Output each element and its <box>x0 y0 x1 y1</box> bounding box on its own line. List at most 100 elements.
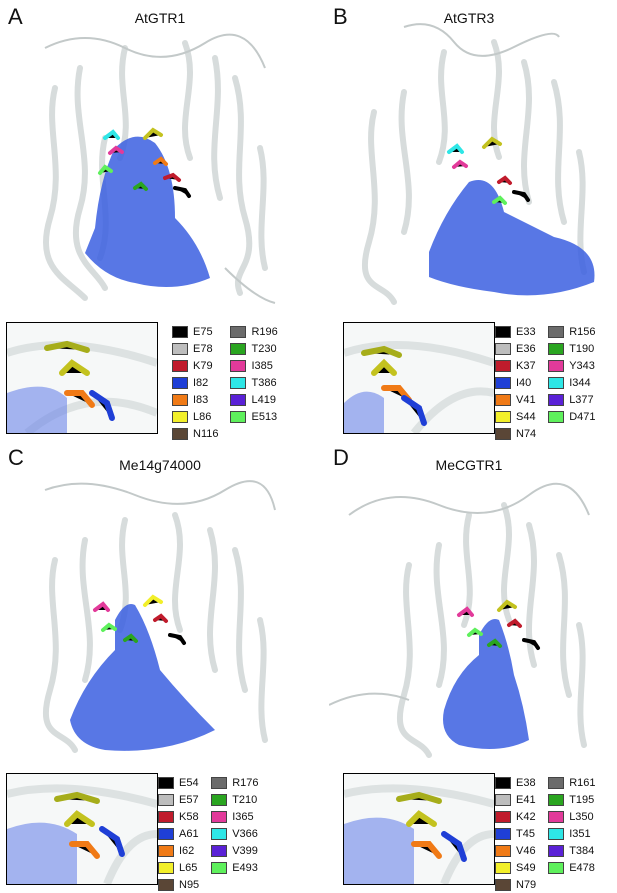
swatch-1-1 <box>548 326 565 338</box>
swatch-2-4 <box>158 811 174 823</box>
legend-label: V41 <box>516 394 536 406</box>
swatch-0-4 <box>172 360 188 372</box>
legend-item: E41 <box>495 792 536 808</box>
swatch-1-2 <box>495 343 511 355</box>
swatch-3-4 <box>495 811 511 823</box>
swatch-1-3 <box>548 343 565 355</box>
legend-item: T384 <box>548 843 595 859</box>
legend-label: R161 <box>569 777 596 789</box>
legend-label: R156 <box>569 326 596 338</box>
legend-item: T230 <box>230 341 277 357</box>
swatch-1-10 <box>495 411 511 423</box>
panel-letter: D <box>333 445 349 470</box>
swatch-3-3 <box>548 794 565 806</box>
swatch-1-7 <box>548 377 565 389</box>
swatch-2-11 <box>211 862 228 874</box>
swatch-0-10 <box>172 411 188 423</box>
legend-item: R176 <box>211 775 258 791</box>
legend-label: N74 <box>516 428 537 440</box>
swatch-0-7 <box>230 377 247 389</box>
legend-item: S49 <box>495 860 536 876</box>
residue-legend: E38 R161 E41 T195 K42 L350 T45 I351 V46 … <box>495 775 595 893</box>
legend-label: L419 <box>251 394 276 406</box>
legend-item: N95 <box>158 877 199 893</box>
legend-item: I40 <box>495 375 536 391</box>
swatch-2-9 <box>211 845 228 857</box>
protein-structure-image <box>329 482 590 758</box>
swatch-3-11 <box>548 862 565 874</box>
legend-item: T45 <box>495 826 536 842</box>
swatch-2-0 <box>158 777 174 789</box>
legend-label: I62 <box>179 845 195 857</box>
legend-item: S44 <box>495 409 536 425</box>
legend-label: L65 <box>179 862 198 874</box>
swatch-1-4 <box>495 360 511 372</box>
swatch-2-2 <box>158 794 174 806</box>
legend-label: T210 <box>232 794 258 806</box>
swatch-0-3 <box>230 343 247 355</box>
legend-item: I62 <box>158 843 199 859</box>
panel-title: MeCGTR1 <box>435 457 503 473</box>
legend-label: V399 <box>232 845 258 857</box>
binding-site-inset <box>6 322 158 434</box>
binding-site-inset <box>343 322 495 434</box>
legend-label: T386 <box>251 377 277 389</box>
legend-label: E36 <box>516 343 536 355</box>
swatch-1-8 <box>495 394 511 406</box>
legend-label: T190 <box>569 343 595 355</box>
legend-item: T210 <box>211 792 258 808</box>
legend-label: K58 <box>179 811 199 823</box>
legend-label: N79 <box>516 879 537 891</box>
legend-item: T386 <box>230 375 277 391</box>
legend-item: N74 <box>495 426 536 442</box>
legend-item: V41 <box>495 392 536 408</box>
legend-item: V366 <box>211 826 258 842</box>
legend-label: K42 <box>516 811 536 823</box>
legend-item: E33 <box>495 324 536 340</box>
residue-legend: E54 R176 E57 T210 K58 I365 A61 V366 I62 … <box>158 775 258 893</box>
legend-label: S49 <box>516 862 536 874</box>
legend-item: K79 <box>172 358 218 374</box>
legend-label: K79 <box>193 360 213 372</box>
legend-item: I82 <box>172 375 218 391</box>
panel-letter: C <box>8 445 24 470</box>
swatch-2-5 <box>211 811 228 823</box>
swatch-2-12 <box>158 879 174 891</box>
panel-a: A AtGTR1 <box>0 0 308 445</box>
legend-label: E33 <box>516 326 536 338</box>
protein-structure-image <box>361 23 595 305</box>
residue-legend: E75 R196 E78 T230 K79 I385 I82 T386 I83 … <box>172 324 278 442</box>
swatch-3-1 <box>548 777 565 789</box>
legend-item: E513 <box>230 409 277 425</box>
swatch-0-5 <box>230 360 247 372</box>
legend-item: L419 <box>230 392 277 408</box>
legend-item: E38 <box>495 775 536 791</box>
legend-label: I82 <box>193 377 209 389</box>
legend-item: R161 <box>548 775 595 791</box>
swatch-1-5 <box>548 360 565 372</box>
legend-label: E41 <box>516 794 536 806</box>
swatch-0-12 <box>172 428 188 440</box>
legend-label: E78 <box>193 343 213 355</box>
legend-item: E36 <box>495 341 536 357</box>
legend-label: E493 <box>232 862 258 874</box>
legend-label: Y343 <box>569 360 595 372</box>
protein-structure-image <box>42 480 276 753</box>
legend-item: L350 <box>548 809 595 825</box>
legend-label: K37 <box>516 360 536 372</box>
panel-letter: B <box>333 4 348 29</box>
swatch-0-8 <box>172 394 188 406</box>
legend-item: I385 <box>230 358 277 374</box>
legend-label: I385 <box>251 360 273 372</box>
legend-item: I83 <box>172 392 218 408</box>
legend-label: T195 <box>569 794 595 806</box>
swatch-1-0 <box>495 326 511 338</box>
swatch-0-0 <box>172 326 188 338</box>
legend-label: E478 <box>569 862 595 874</box>
legend-label: I351 <box>569 828 591 840</box>
legend-item: L377 <box>548 392 595 408</box>
legend-label: E54 <box>179 777 199 789</box>
panel-title: AtGTR1 <box>134 10 186 26</box>
legend-label: E38 <box>516 777 536 789</box>
swatch-0-2 <box>172 343 188 355</box>
